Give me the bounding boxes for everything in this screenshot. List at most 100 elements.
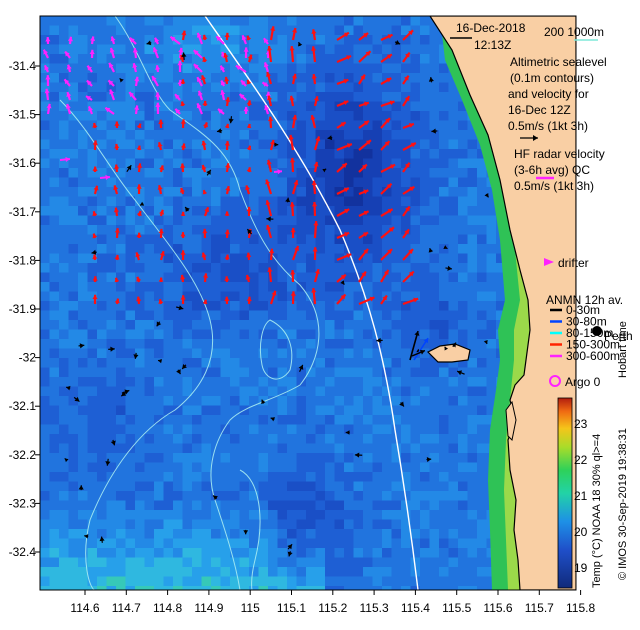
- sst-cell: [154, 415, 165, 426]
- velocity-arrowhead: [109, 47, 115, 53]
- velocity-arrowhead: [361, 164, 367, 170]
- sst-cell: [249, 529, 260, 540]
- sst-cell: [154, 358, 165, 369]
- sst-cell: [135, 177, 146, 188]
- velocity-arrowhead: [274, 142, 279, 147]
- sst-cell: [296, 510, 307, 521]
- sst-cell: [135, 434, 146, 445]
- sst-cell: [382, 500, 393, 511]
- sst-cell: [277, 424, 288, 435]
- colorbar: 23 22 21 20 19 Temp (°C) NOAA 18 30% ql>…: [557, 397, 603, 589]
- sst-cell: [391, 529, 402, 540]
- velocity-arrowhead: [136, 145, 142, 150]
- sst-cell: [49, 25, 60, 36]
- sst-cell: [201, 101, 212, 112]
- sst-cell: [448, 329, 459, 340]
- sst-cell: [420, 529, 431, 540]
- sst-cell: [296, 500, 307, 511]
- sst-cell: [277, 500, 288, 511]
- sst-cell: [401, 244, 412, 255]
- sst-cell: [192, 92, 203, 103]
- sst-cell: [382, 25, 393, 36]
- sst-cell: [116, 215, 127, 226]
- sst-cell: [192, 481, 203, 492]
- sst-cell: [239, 215, 250, 226]
- sst-cell: [49, 63, 60, 74]
- sst-cell: [163, 149, 174, 160]
- sst-cell: [410, 377, 421, 388]
- sst-cell: [135, 358, 146, 369]
- sst-cell: [287, 82, 298, 93]
- sst-cell: [40, 500, 51, 511]
- velocity-arrowhead: [266, 72, 271, 77]
- sst-cell: [382, 339, 393, 350]
- sst-cell: [268, 101, 279, 112]
- sst-cell: [439, 149, 450, 160]
- sst-cell: [201, 491, 212, 502]
- velocity-arrowhead: [90, 36, 96, 42]
- colorbar-tick-21: 21: [574, 489, 588, 503]
- sst-cell: [448, 557, 459, 568]
- sst-cell: [458, 187, 469, 198]
- sst-cell: [116, 529, 127, 540]
- sst-cell: [277, 529, 288, 540]
- sst-cell: [258, 548, 269, 559]
- sst-cell: [97, 320, 108, 331]
- sst-cell: [97, 168, 108, 179]
- sst-cell: [125, 462, 136, 473]
- sst-cell: [173, 215, 184, 226]
- sst-cell: [477, 348, 488, 359]
- sst-cell: [230, 35, 241, 46]
- sst-cell: [59, 225, 70, 236]
- velocity-vectors: [42, 26, 490, 557]
- sst-cell: [144, 63, 155, 74]
- sst-cell: [211, 320, 222, 331]
- sst-cell: [401, 405, 412, 416]
- velocity-arrowhead: [154, 37, 160, 43]
- sst-cell: [154, 529, 165, 540]
- sst-cell: [382, 168, 393, 179]
- sst-cell: [125, 500, 136, 511]
- sst-cell: [230, 263, 241, 274]
- sst-cell: [144, 215, 155, 226]
- velocity-arrowhead: [419, 349, 425, 355]
- sst-cell: [334, 63, 345, 74]
- sst-cell: [258, 263, 269, 274]
- sst-cell: [420, 139, 431, 150]
- sst-cell: [182, 149, 193, 160]
- sst-cell: [287, 25, 298, 36]
- sst-cell: [268, 177, 279, 188]
- sst-cell: [106, 291, 117, 302]
- sst-cell: [230, 253, 241, 264]
- velocity-arrowhead: [180, 211, 186, 216]
- sst-cell: [144, 472, 155, 483]
- sst-cell: [306, 206, 317, 217]
- sst-cell: [420, 329, 431, 340]
- sst-cell: [49, 16, 60, 27]
- sst-cell: [116, 158, 127, 169]
- sst-cell: [306, 329, 317, 340]
- sst-cell: [277, 472, 288, 483]
- sst-cell: [239, 557, 250, 568]
- velocity-arrowhead: [363, 248, 369, 254]
- sst-cell: [211, 557, 222, 568]
- sst-cell: [448, 548, 459, 559]
- velocity-arrowhead: [363, 120, 369, 126]
- sst-cell: [97, 263, 108, 274]
- sst-cell: [192, 158, 203, 169]
- sst-cell: [429, 529, 440, 540]
- sst-cell: [249, 168, 260, 179]
- sst-cell: [315, 491, 326, 502]
- sst-cell: [59, 263, 70, 274]
- sst-cell: [315, 16, 326, 27]
- sst-cell: [154, 405, 165, 416]
- sst-cell: [296, 310, 307, 321]
- sst-cell: [239, 111, 250, 122]
- sst-cell: [325, 500, 336, 511]
- sst-cell: [306, 82, 317, 93]
- sst-cell: [277, 168, 288, 179]
- sst-cell: [97, 225, 108, 236]
- velocity-arrowhead: [201, 75, 206, 81]
- velocity-arrowhead: [265, 200, 271, 206]
- sst-cell: [220, 329, 231, 340]
